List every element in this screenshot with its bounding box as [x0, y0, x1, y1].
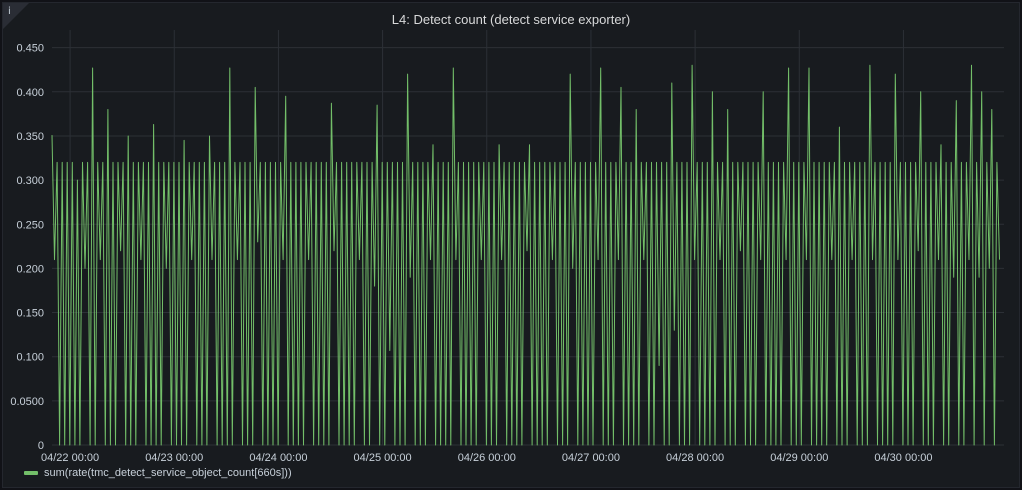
y-tick-label: 0.100: [16, 352, 44, 364]
panel-title[interactable]: L4: Detect count (detect service exporte…: [391, 12, 631, 27]
panel-info-corner[interactable]: [3, 3, 29, 29]
legend-item[interactable]: sum(rate(tmc_detect_service_object_count…: [24, 467, 292, 479]
legend-label: sum(rate(tmc_detect_service_object_count…: [44, 467, 292, 479]
x-tick-label: 04/25 00:00: [354, 452, 412, 464]
x-tick-label: 04/27 00:00: [562, 452, 620, 464]
series-line[interactable]: [51, 64, 1000, 446]
x-tick-label: 04/23 00:00: [145, 452, 203, 464]
y-tick-label: 0: [38, 440, 44, 452]
x-tick-label: 04/30 00:00: [874, 452, 932, 464]
x-tick-label: 04/26 00:00: [458, 452, 516, 464]
y-tick-label: 0.400: [16, 87, 44, 99]
y-tick-label: 0.250: [16, 219, 44, 231]
y-tick-label: 0.300: [16, 175, 44, 187]
y-tick-label: 0.0500: [10, 396, 44, 408]
x-tick-label: 04/28 00:00: [666, 452, 724, 464]
y-tick-label: 0.450: [16, 43, 44, 55]
y-tick-label: 0.200: [16, 263, 44, 275]
legend-swatch: [24, 471, 38, 475]
x-tick-label: 04/24 00:00: [249, 452, 307, 464]
x-tick-label: 04/22 00:00: [41, 452, 99, 464]
y-tick-label: 0.150: [16, 308, 44, 320]
info-icon[interactable]: i: [8, 6, 11, 17]
x-tick-label: 04/29 00:00: [770, 452, 828, 464]
y-tick-label: 0.350: [16, 131, 44, 143]
